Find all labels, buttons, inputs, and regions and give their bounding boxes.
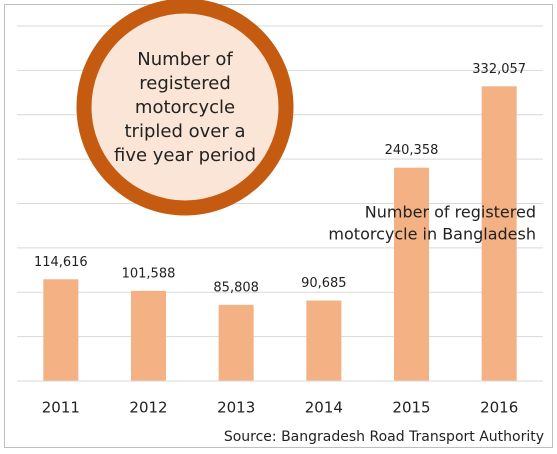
bar: [394, 167, 429, 381]
value-label: 101,588: [122, 266, 176, 281]
value-label: 90,685: [301, 276, 347, 291]
x-tick-label: 2015: [392, 399, 430, 417]
value-label: 240,358: [385, 143, 439, 158]
value-label: 332,057: [472, 62, 526, 77]
x-tick-label: 2012: [129, 399, 167, 417]
x-tick-label: 2013: [217, 399, 255, 417]
bar: [131, 290, 166, 381]
value-label: 85,808: [213, 280, 259, 295]
x-tick-label: 2014: [305, 399, 343, 417]
bar: [218, 304, 254, 381]
bar: [43, 279, 79, 381]
annotation: Number of registered: [365, 203, 536, 222]
source: Source: Bangradesh Road Transport Author…: [224, 429, 544, 445]
bar: [481, 86, 517, 382]
callout-circle: [76, 0, 294, 216]
callout-text: motorcycle: [135, 97, 235, 118]
x-tick-label: 2016: [480, 399, 518, 417]
callout-text: five year period: [114, 145, 256, 166]
annotation: motorcycle in Bangladesh: [328, 225, 536, 244]
bar: [306, 300, 342, 381]
callout-text: Number of: [137, 49, 233, 70]
value-label: 114,616: [34, 255, 88, 270]
x-tick-label: 2011: [42, 399, 80, 417]
callout-text: registered: [139, 73, 231, 94]
callout-text: tripled over a: [125, 121, 246, 142]
